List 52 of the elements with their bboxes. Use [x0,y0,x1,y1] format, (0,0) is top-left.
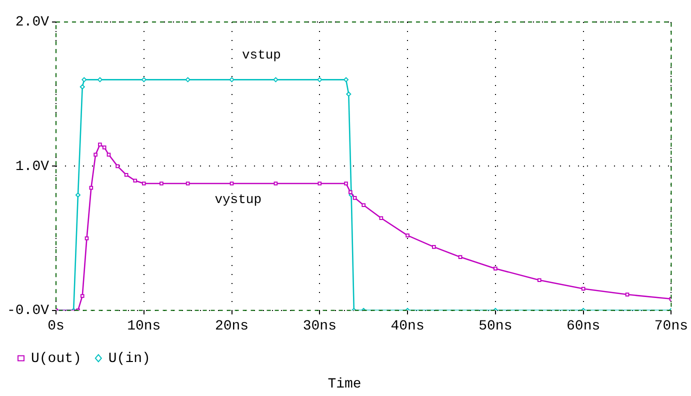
point [348,190,352,194]
point [102,146,106,150]
point [432,245,436,249]
point [80,84,85,90]
x-tick-label: 30ns [302,318,336,335]
x-axis-title: Time [328,376,362,392]
x-tick-label: 0s [48,318,64,335]
y-tick-label: 2.0V [15,14,50,31]
point [186,182,190,186]
point [274,182,278,186]
y-tick-label: -0.0V [6,303,50,320]
x-tick-label: 70ns [654,318,688,335]
point [160,182,164,186]
point [142,182,146,186]
point [141,77,146,82]
point [94,152,98,157]
point [229,77,234,82]
point [494,266,498,270]
x-tick-label: 10ns [127,318,161,335]
point [97,77,102,82]
point [318,182,322,186]
legend-label: U(in) [108,350,150,367]
point [362,203,366,208]
point [75,192,80,198]
point [344,182,348,186]
point [379,216,384,220]
annotation: vystup [214,192,262,208]
point [116,164,120,168]
point [98,142,102,146]
point [124,172,128,177]
point [230,182,234,186]
point [625,292,630,296]
point [82,77,87,82]
point [344,77,349,82]
annotation: vstup [242,48,281,63]
point [346,92,352,97]
point [185,77,190,82]
x-tick-label: 50ns [478,318,512,335]
point [317,77,322,82]
point [80,294,84,298]
point [352,196,357,200]
x-tick-label: 60ns [566,318,600,335]
point [406,234,410,238]
point [133,178,138,183]
point [273,77,278,82]
point [89,186,94,190]
legend-label: U(out) [31,350,82,367]
point [458,255,462,259]
y-tick-label: 1.0V [15,158,50,175]
point [537,278,542,282]
x-tick-label: 40ns [390,318,424,335]
x-tick-label: 20ns [214,318,249,335]
